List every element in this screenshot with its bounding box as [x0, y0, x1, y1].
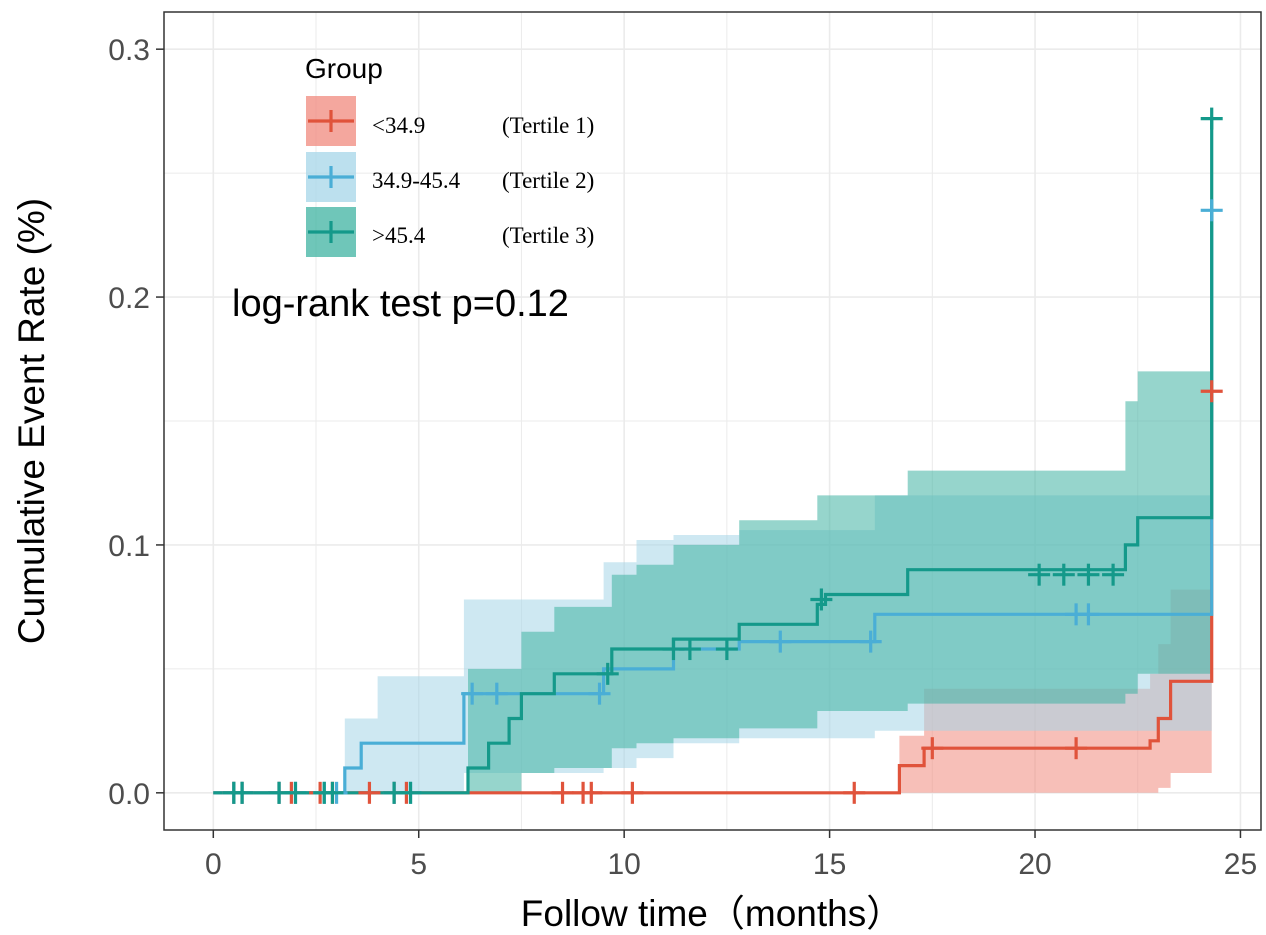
legend-title: Group	[305, 53, 383, 84]
censor-mark-tertile-2	[461, 682, 484, 705]
censor-mark-tertile-1	[358, 781, 381, 804]
censor-mark-tertile-1	[580, 781, 603, 804]
censor-mark-tertile-3	[810, 588, 833, 611]
legend-label-tertile-3: >45.4	[372, 223, 426, 248]
x-tick-label: 15	[813, 848, 846, 881]
censor-mark-tertile-1	[621, 781, 644, 804]
legend-label-tertile-1: <34.9	[372, 113, 425, 138]
legend-label-tertile-2: 34.9-45.4	[372, 168, 461, 193]
x-tick-label: 5	[410, 848, 427, 881]
censor-mark-tertile-3	[596, 662, 619, 685]
legend-key-tertile-2	[306, 152, 356, 202]
plot-border	[163, 11, 1262, 831]
x-axis-title: Follow time（months）	[521, 893, 903, 934]
y-axis-title: Cumulative Event Rate (%)	[11, 198, 52, 644]
censor-mark-tertile-3	[1077, 563, 1100, 586]
x-tick-label: 10	[607, 848, 640, 881]
censor-mark-tertile-2	[1200, 199, 1223, 222]
censor-mark-tertile-2	[485, 682, 508, 705]
censor-mark-tertile-3	[399, 781, 422, 804]
legend-keys	[306, 96, 356, 257]
confidence-band-tertile-3	[468, 371, 1212, 793]
censor-mark-tertile-3	[678, 638, 701, 661]
censor-mark-tertile-1	[551, 781, 574, 804]
censor-mark-tertile-3	[1200, 107, 1223, 130]
legend-key-tertile-1	[306, 96, 356, 146]
censor-mark-tertile-1	[1200, 380, 1223, 403]
censor-mark-tertile-1	[1065, 737, 1088, 760]
censor-mark-tertile-2	[859, 630, 882, 653]
x-tick-label: 20	[1018, 848, 1051, 881]
censor-mark-tertile-2	[1077, 603, 1100, 626]
x-tick-label: 0	[205, 848, 222, 881]
y-tick-label: 0.3	[108, 34, 150, 67]
censor-mark-tertile-3	[715, 638, 738, 661]
legend-note-tertile-3: (Tertile 3)	[502, 223, 594, 248]
step-line-tertile-1	[213, 391, 1214, 795]
censor-mark-tertile-3	[231, 781, 254, 804]
step-line-tertile-2	[213, 210, 1214, 795]
censor-mark-tertile-3	[1102, 563, 1125, 586]
legend-key-tertile-3	[306, 207, 356, 257]
y-tick-label: 0.0	[108, 778, 150, 811]
legend-note-tertile-2: (Tertile 2)	[502, 168, 594, 193]
censor-marks	[222, 107, 1223, 804]
censor-mark-tertile-2	[769, 630, 792, 653]
y-tick-label: 0.2	[108, 282, 150, 315]
censor-mark-tertile-2	[588, 682, 611, 705]
censor-mark-tertile-1	[843, 781, 866, 804]
censor-mark-tertile-3	[284, 781, 307, 804]
log-rank-annotation: log-rank test p=0.12	[232, 283, 569, 325]
legend: Group <34.9 (Tertile 1) 34.9-45.4 (Terti…	[305, 53, 594, 257]
y-tick-label: 0.1	[108, 530, 150, 563]
x-tick-label: 25	[1224, 848, 1257, 881]
censor-mark-tertile-3	[1028, 563, 1051, 586]
legend-note-tertile-1: (Tertile 1)	[502, 113, 594, 138]
axis-ticks: 0 5 10 15 20 25 0.0 0.1 0.2 0.3	[108, 34, 1257, 881]
censor-mark-tertile-1	[921, 737, 944, 760]
censor-mark-tertile-3	[321, 781, 344, 804]
censor-mark-tertile-3	[1052, 563, 1075, 586]
